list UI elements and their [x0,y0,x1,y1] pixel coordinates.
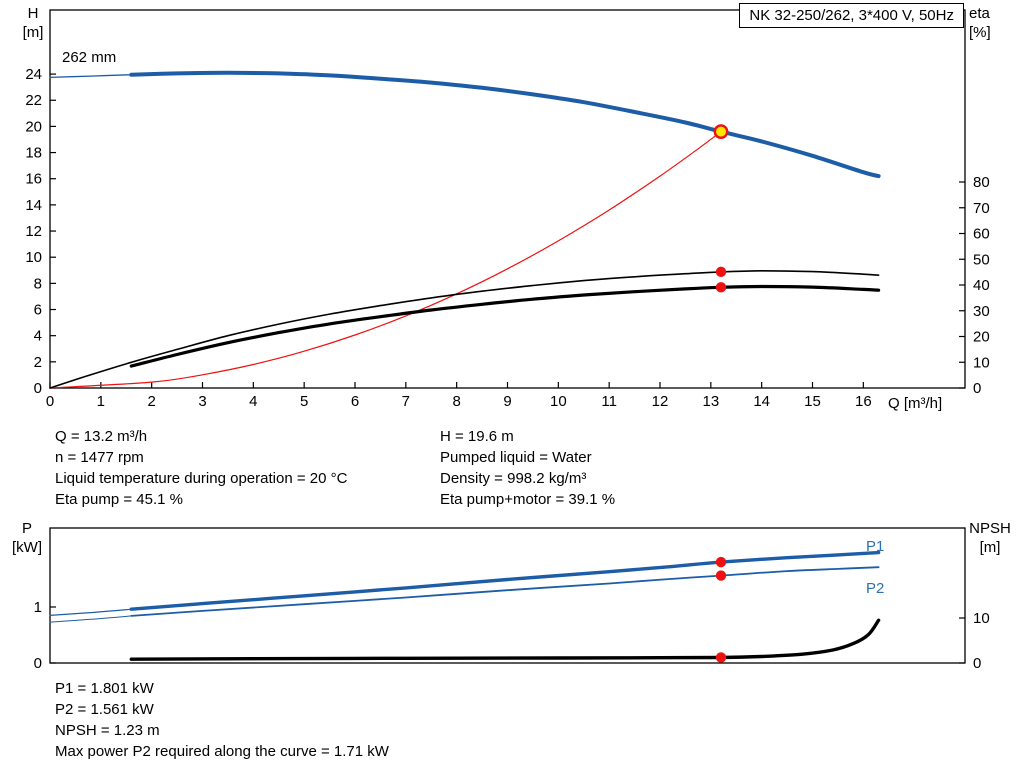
npsh-axis-label-unit: [m] [979,539,1001,556]
y-left-tick-label: 2 [34,354,42,371]
x-tick-label: 4 [249,393,257,410]
p2-duty-dot [715,570,727,581]
y-right-tick-label: 0 [973,655,981,672]
eta-axis-label: eta [%] [969,4,1017,42]
x-tick-label: 14 [753,393,770,410]
x-tick-label: 13 [702,393,719,410]
h-axis-label-symbol: H [27,5,39,22]
p-axis-label-unit: [kW] [12,539,42,556]
x-tick-label: 11 [601,393,617,410]
eta-pump-motor-duty-dot [715,282,727,293]
eta-axis-label-symbol: eta [969,5,990,22]
power-info-block: P1 = 1.801 kW P2 = 1.561 kW NPSH = 1.23 … [55,678,389,762]
impeller-diameter-label: 262 mm [62,49,117,66]
y-right-tick-label: 40 [973,277,990,294]
pump-model-title: NK 32-250/262, 3*400 V, 50Hz [739,3,964,28]
y-left-tick-label: 1 [34,599,42,616]
x-tick-label: 6 [351,393,359,410]
info-line-p2: P2 = 1.561 kW [55,701,154,718]
info-line-q: Q = 13.2 m³/h [55,428,148,445]
info-line-eta-pump-motor: Eta pump+motor = 39.1 % [440,491,616,508]
y-left-tick-label: 0 [34,655,42,672]
p-axis-label: P [kW] [4,519,50,557]
npsh-curve [129,618,881,661]
x-tick-label: 7 [402,393,410,410]
plot-border [49,9,966,389]
q-axis-label: Q [m³/h] [888,395,943,412]
info-line-liquid-temperature: Liquid temperature during operation = 20… [55,470,348,487]
y-left-tick-label: 16 [25,171,42,188]
y-right-tick-label: 10 [973,354,990,371]
y-left-tick-label: 24 [25,66,42,83]
y-left-tick-label: 10 [25,249,42,266]
y-left-tick-label: 0 [34,380,42,397]
info-line-h: H = 19.6 m [440,428,514,445]
h-axis-label-unit: [m] [22,24,44,41]
y-left-tick-label: 4 [34,328,42,345]
h-axis-label: H [m] [14,4,52,42]
x-tick-label: 10 [550,393,567,410]
duty-point-marker[interactable] [713,124,729,140]
x-tick-label: 3 [198,393,206,410]
duty-info-right: H = 19.6 m Pumped liquid = Water Density… [440,426,615,510]
y-left-tick-label: 22 [25,92,42,109]
y-left-tick-label: 6 [34,302,42,319]
y-right-tick-label: 80 [973,174,990,191]
info-line-density: Density = 998.2 kg/m³ [440,470,587,487]
x-tick-label: 1 [97,393,105,410]
info-line-pumped-liquid: Pumped liquid = Water [440,449,592,466]
npsh-axis-label: NPSH [m] [960,519,1020,557]
y-right-tick-label: 70 [973,200,990,217]
p1-curve-label: P1 [866,538,885,555]
eta-pump-curve [49,270,880,389]
y-right-tick-label: 0 [973,380,981,397]
y-right-tick-label: 10 [973,610,990,627]
info-line-speed: n = 1477 rpm [55,449,144,466]
npsh-axis-label-symbol: NPSH [969,520,1011,537]
p2-curve-label: P2 [866,580,885,597]
x-tick-label: 5 [300,393,308,410]
x-tick-label: 12 [652,393,669,410]
info-line-p1: P1 = 1.801 kW [55,680,154,697]
plot-border [49,527,966,664]
eta-pump-duty-dot [715,266,727,278]
info-line-npsh: NPSH = 1.23 m [55,722,160,739]
info-line-max-p2: Max power P2 required along the curve = … [55,743,389,760]
y-left-tick-label: 8 [34,275,42,292]
p-axis-label-symbol: P [21,520,32,537]
info-line-eta-pump: Eta pump = 45.1 % [55,491,183,508]
y-left-tick-label: 14 [25,197,42,214]
duty-info-left: Q = 13.2 m³/h n = 1477 rpm Liquid temper… [55,426,347,510]
x-tick-label: 0 [46,393,54,410]
npsh-duty-dot [715,652,727,663]
p1-curve [129,550,881,611]
y-left-tick-label: 12 [25,223,42,240]
y-left-tick-label: 18 [25,145,42,162]
system-curve [49,131,722,389]
y-left-tick-label: 20 [25,118,42,135]
eta-axis-label-unit: [%] [969,24,991,41]
eta-pump-motor-curve [129,284,881,368]
p2-curve-lead-in [49,615,132,623]
x-tick-label: 9 [503,393,511,410]
y-right-tick-label: 20 [973,329,990,346]
p2-curve [130,566,880,617]
head-curve-262mm [129,70,881,179]
head-curve-lead-in [49,74,132,79]
x-tick-label: 15 [804,393,821,410]
p1-curve-lead-in [49,608,132,616]
y-right-tick-label: 60 [973,226,990,243]
hq-eta-chart: 0 1 2 3 4 5 6 7 8 9 10 11 12 13 14 15 160246810121416182… [25,9,990,410]
y-right-tick-label: 30 [973,303,990,320]
p1-duty-dot [715,556,727,568]
x-tick-label: 2 [147,393,155,410]
x-tick-label: 8 [452,393,460,410]
x-tick-label: 16 [855,393,872,410]
y-right-tick-label: 50 [973,251,990,268]
